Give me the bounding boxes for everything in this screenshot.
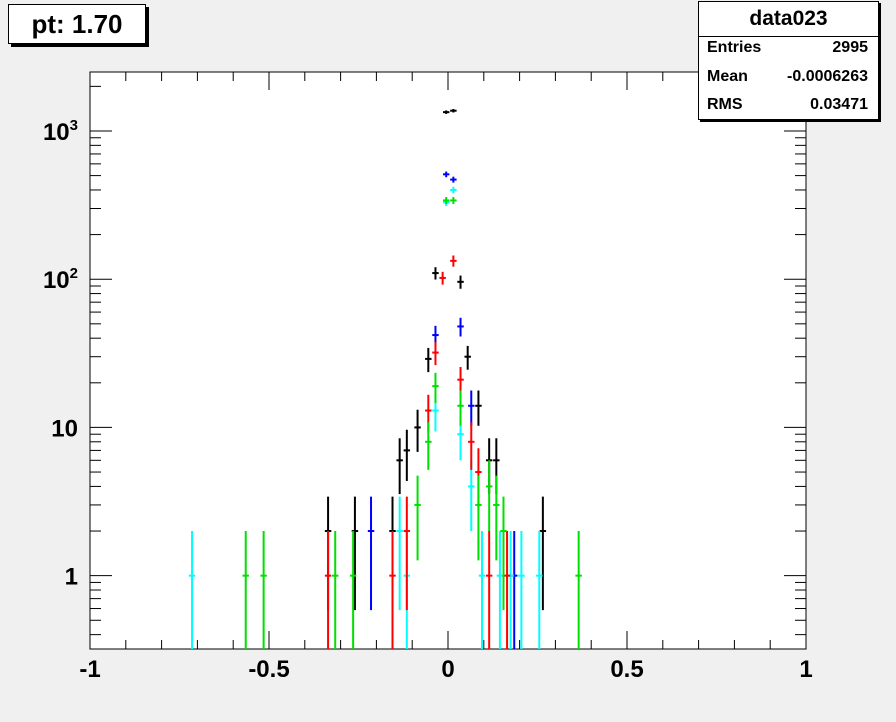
- x-tick-label: -1: [79, 656, 100, 683]
- axis-tick-labels: -1 -0.5 0 0.5 1 1 10 102 103: [43, 117, 813, 683]
- y-tick-label: 102: [43, 265, 78, 294]
- stats-entries-value: 2995: [832, 39, 868, 56]
- data-point: [396, 438, 403, 495]
- data-point: [442, 197, 450, 205]
- data-point: [439, 271, 446, 285]
- data-point: [432, 342, 439, 366]
- data-point: [414, 475, 421, 561]
- y-tick-label: 103: [43, 117, 78, 146]
- data-point: [468, 422, 475, 470]
- data-point: [403, 496, 411, 611]
- chart-title: pt: 1.70: [31, 9, 123, 39]
- x-tick-label: 1: [799, 656, 812, 683]
- data-point: [332, 531, 339, 649]
- data-point: [414, 409, 421, 452]
- axis-ticks: [89, 72, 807, 649]
- data-point: [367, 496, 375, 611]
- stats-box: data023 Entries 2995 Mean -0.0006263 RMS…: [698, 1, 879, 120]
- x-tick-label: 0.5: [610, 656, 643, 683]
- data-point: [432, 372, 439, 403]
- stats-entries-label: Entries: [707, 39, 762, 56]
- stats-mean-value: -0.0006263: [787, 68, 868, 85]
- data-point: [539, 496, 547, 611]
- stats-histogram-name: data023: [749, 7, 828, 30]
- data-point: [457, 390, 464, 426]
- data-point: [485, 460, 493, 532]
- data-marks: [188, 109, 582, 649]
- data-point: [464, 345, 471, 370]
- x-tick-label: 0: [441, 656, 454, 683]
- data-point: [478, 531, 486, 649]
- data-point: [403, 429, 411, 481]
- data-point: [475, 390, 482, 426]
- data-point: [432, 267, 439, 280]
- data-point: [503, 531, 511, 649]
- data-point: [450, 186, 457, 194]
- data-point: [457, 275, 464, 289]
- data-point: [450, 176, 457, 183]
- title-box: pt: 1.70: [8, 4, 146, 44]
- data-point: [389, 531, 396, 649]
- stats-rms-label: RMS: [707, 96, 743, 113]
- data-point: [324, 531, 332, 649]
- data-point: [188, 531, 196, 649]
- data-point: [425, 347, 432, 373]
- data-point: [442, 171, 450, 178]
- data-point: [457, 317, 464, 337]
- data-point: [500, 496, 507, 611]
- data-point: [396, 496, 403, 611]
- data-point: [475, 475, 482, 561]
- data-point: [485, 531, 493, 649]
- y-tick-label: 1: [65, 564, 78, 591]
- data-point: [536, 531, 543, 649]
- data-point: [496, 531, 504, 649]
- data-point: [468, 460, 475, 532]
- data-point: [442, 110, 450, 114]
- stats-mean-label: Mean: [707, 68, 748, 85]
- data-point: [450, 255, 457, 267]
- x-tick-label: -0.5: [248, 656, 289, 683]
- data-point: [450, 197, 457, 205]
- data-point: [242, 531, 249, 649]
- data-point: [450, 109, 457, 113]
- data-point: [425, 422, 432, 470]
- data-point: [260, 531, 267, 649]
- y-tick-label: 10: [51, 415, 78, 442]
- stats-rms-value: 0.03471: [810, 96, 868, 113]
- data-point: [349, 531, 357, 649]
- data-point: [468, 390, 475, 426]
- stats-divider: [699, 36, 878, 37]
- plot-frame: [89, 71, 807, 650]
- data-point: [493, 475, 500, 561]
- data-point: [575, 531, 582, 649]
- data-point: [518, 531, 525, 649]
